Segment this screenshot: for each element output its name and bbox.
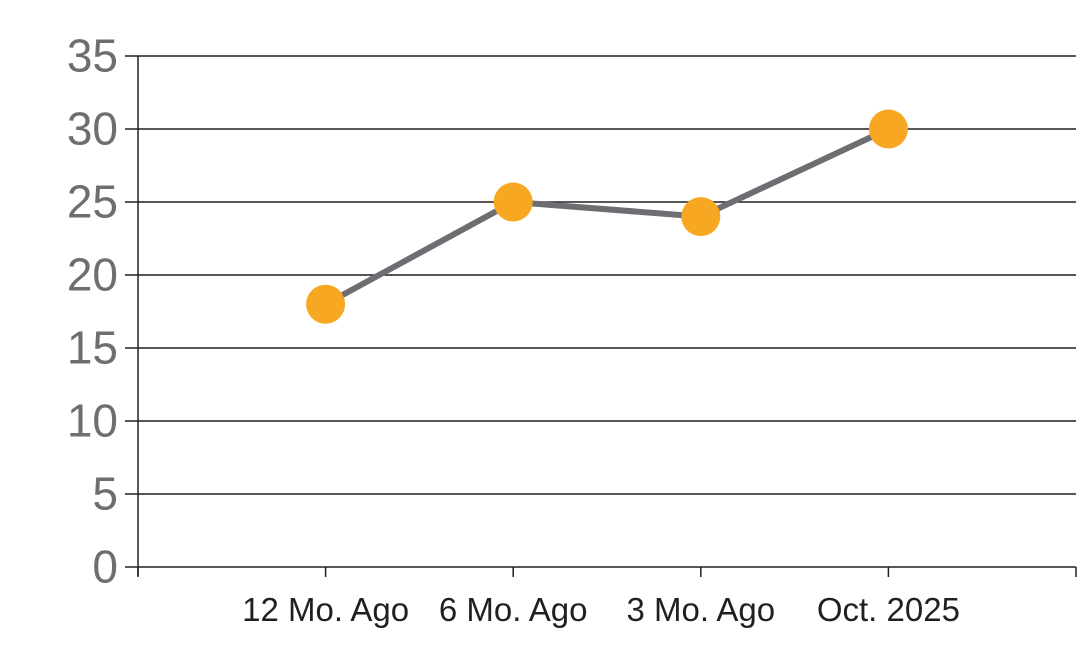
y-axis-label: 20 bbox=[67, 249, 118, 301]
x-axis-label: 6 Mo. Ago bbox=[439, 591, 588, 628]
data-point-marker bbox=[681, 197, 721, 237]
y-axis-label: 10 bbox=[67, 395, 118, 447]
data-point-marker bbox=[493, 182, 533, 222]
y-axis-label: 0 bbox=[92, 541, 118, 593]
x-axis-label: 12 Mo. Ago bbox=[242, 591, 409, 628]
y-axis-label: 15 bbox=[67, 322, 118, 374]
x-axis-label: 3 Mo. Ago bbox=[626, 591, 775, 628]
y-axis-label: 25 bbox=[67, 176, 118, 228]
y-axis-label: 30 bbox=[67, 103, 118, 155]
x-axis-label: Oct. 2025 bbox=[817, 591, 960, 628]
y-axis-label: 5 bbox=[92, 468, 118, 520]
data-point-marker bbox=[306, 284, 346, 324]
trend-line bbox=[322, 126, 892, 308]
data-point-marker bbox=[868, 109, 908, 149]
y-axis-label: 35 bbox=[67, 30, 118, 82]
